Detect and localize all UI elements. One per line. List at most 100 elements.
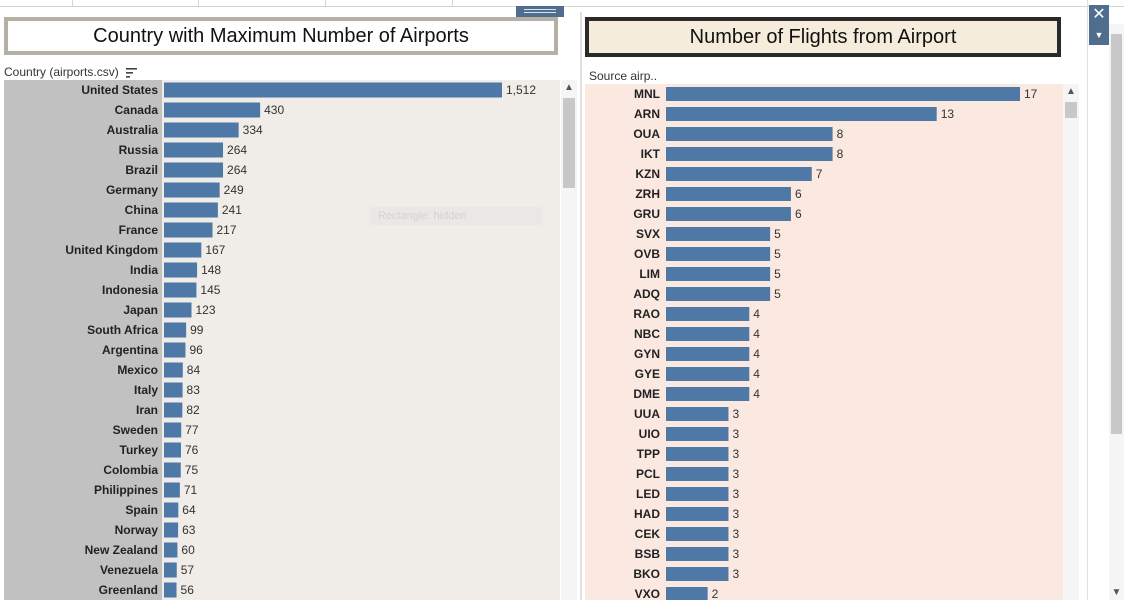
bar[interactable] (666, 367, 750, 381)
bar[interactable] (164, 342, 186, 358)
category-label[interactable]: OUA (633, 127, 660, 141)
category-label[interactable]: Argentina (102, 343, 158, 357)
bar[interactable] (666, 347, 750, 361)
bar[interactable] (666, 387, 750, 401)
category-label[interactable]: SVX (636, 227, 660, 241)
category-label[interactable]: Greenland (99, 583, 158, 597)
bar[interactable] (164, 502, 179, 518)
category-label[interactable]: France (119, 223, 159, 237)
menu-button[interactable]: ▼ (1089, 25, 1109, 45)
dashboard-scroll-thumb[interactable] (1111, 34, 1122, 434)
category-label[interactable]: DME (633, 387, 660, 401)
category-label[interactable]: UUA (634, 407, 660, 421)
category-label[interactable]: Italy (134, 383, 158, 397)
category-label[interactable]: Indonesia (102, 283, 158, 297)
bar[interactable] (666, 547, 729, 561)
bar[interactable] (164, 562, 177, 578)
category-label[interactable]: Sweden (113, 423, 158, 437)
bar[interactable] (666, 227, 771, 241)
bar[interactable] (666, 287, 771, 301)
category-label[interactable]: LIM (639, 267, 660, 281)
bar[interactable] (164, 462, 181, 478)
category-label[interactable]: Brazil (125, 163, 158, 177)
bar[interactable] (164, 382, 183, 398)
bar[interactable] (164, 582, 177, 598)
bar[interactable] (666, 427, 729, 441)
chart2-scrollbar[interactable]: ▲ (1063, 84, 1079, 600)
bar[interactable] (666, 467, 729, 481)
category-label[interactable]: Germany (106, 183, 158, 197)
chart1-scroll-thumb[interactable] (563, 98, 575, 188)
bar[interactable] (164, 302, 192, 318)
bar[interactable] (164, 222, 213, 238)
bar[interactable] (666, 527, 729, 541)
category-label[interactable]: Russia (119, 143, 159, 157)
close-button[interactable]: ✕ (1089, 5, 1109, 25)
bar[interactable] (164, 522, 179, 538)
bar[interactable] (666, 127, 833, 141)
category-label[interactable]: India (130, 263, 158, 277)
bar[interactable] (164, 242, 202, 258)
category-label[interactable]: NBC (634, 327, 660, 341)
category-label[interactable]: UIO (639, 427, 660, 441)
category-label[interactable]: ARN (634, 107, 660, 121)
bar[interactable] (164, 202, 218, 218)
category-label[interactable]: Norway (115, 523, 159, 537)
category-label[interactable]: GYN (634, 347, 660, 361)
category-label[interactable]: KZN (635, 167, 660, 181)
category-label[interactable]: Australia (107, 123, 159, 137)
chart1-field-header[interactable]: Country (airports.csv) (4, 65, 138, 79)
bar[interactable] (666, 167, 812, 181)
category-label[interactable]: South Africa (87, 323, 158, 337)
bar[interactable] (164, 262, 198, 278)
bar[interactable] (666, 487, 729, 501)
category-label[interactable]: VXO (635, 587, 660, 600)
dashboard-scrollbar[interactable]: ▼ (1109, 24, 1124, 600)
category-label[interactable]: OVB (634, 247, 660, 261)
bar[interactable] (164, 182, 220, 198)
bar[interactable] (164, 482, 180, 498)
scroll-up-icon[interactable]: ▲ (564, 82, 574, 93)
category-label[interactable]: TPP (637, 447, 660, 461)
category-label[interactable]: Colombia (103, 463, 158, 477)
bar[interactable] (164, 422, 182, 438)
category-label[interactable]: GYE (635, 367, 660, 381)
sort-descending-icon[interactable] (126, 67, 138, 78)
bar[interactable] (666, 507, 729, 521)
bar[interactable] (666, 247, 771, 261)
category-label[interactable]: GRU (633, 207, 660, 221)
bar[interactable] (164, 282, 197, 298)
scroll-down-icon[interactable]: ▼ (1111, 587, 1122, 598)
category-label[interactable]: New Zealand (85, 543, 158, 557)
category-label[interactable]: LED (636, 487, 660, 501)
bar[interactable] (164, 142, 224, 158)
bar[interactable] (164, 402, 183, 418)
category-label[interactable]: ZRH (635, 187, 660, 201)
bar[interactable] (164, 122, 239, 138)
bar[interactable] (164, 542, 178, 558)
category-label[interactable]: PCL (636, 467, 660, 481)
category-label[interactable]: Canada (115, 103, 159, 117)
bar[interactable] (164, 442, 181, 458)
category-label[interactable]: HAD (634, 507, 660, 521)
bar[interactable] (164, 362, 183, 378)
category-label[interactable]: Philippines (94, 483, 158, 497)
chart2-field-header[interactable]: Source airp.. (589, 69, 658, 83)
chart2-scroll-thumb[interactable] (1065, 102, 1077, 118)
bar[interactable] (666, 207, 791, 221)
category-label[interactable]: IKT (641, 147, 661, 161)
category-label[interactable]: Mexico (117, 363, 158, 377)
bar[interactable] (666, 107, 937, 121)
category-label[interactable]: United Kingdom (65, 243, 158, 257)
category-label[interactable]: Spain (125, 503, 158, 517)
bar[interactable] (666, 307, 750, 321)
bar[interactable] (666, 327, 750, 341)
bar[interactable] (164, 162, 224, 178)
bar[interactable] (666, 587, 708, 600)
category-label[interactable]: Turkey (120, 443, 159, 457)
category-label[interactable]: Venezuela (100, 563, 158, 577)
bar[interactable] (666, 567, 729, 581)
category-label[interactable]: ADQ (633, 287, 660, 301)
drag-handle[interactable] (516, 6, 564, 17)
category-label[interactable]: CEK (635, 527, 661, 541)
